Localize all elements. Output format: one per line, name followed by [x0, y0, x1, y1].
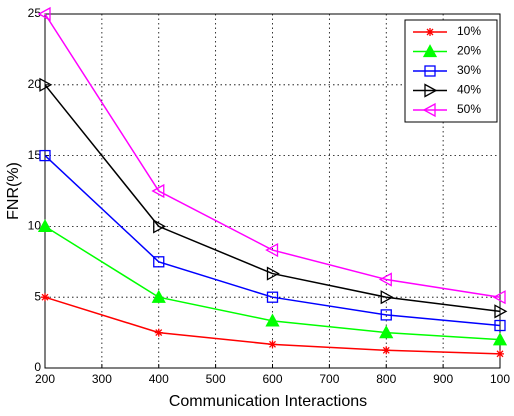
x-tick-label: 500	[206, 372, 226, 386]
x-tick-label: 100	[490, 372, 510, 386]
marker	[39, 77, 53, 92]
y-tick-label: 20	[28, 77, 42, 91]
marker	[151, 289, 166, 303]
marker	[494, 304, 508, 319]
marker	[382, 346, 391, 355]
x-tick-label: 900	[433, 372, 453, 386]
marker	[424, 83, 438, 98]
y-tick-label: 25	[28, 6, 42, 20]
x-tick-label: 200	[35, 372, 55, 386]
legend-label: 20%	[457, 44, 481, 58]
marker	[426, 28, 434, 36]
plot-frame	[44, 13, 501, 369]
x-tick-label: 300	[92, 372, 112, 386]
marker	[41, 293, 49, 302]
marker	[494, 319, 506, 332]
x-axis-label: Communication Interactions	[169, 393, 367, 410]
marker	[266, 266, 280, 281]
marker	[151, 183, 165, 199]
legend-label: 30%	[457, 63, 481, 77]
marker	[265, 242, 279, 258]
marker	[380, 309, 392, 321]
marker	[378, 272, 392, 287]
marker	[379, 325, 394, 339]
marker	[266, 291, 279, 303]
x-tick-label: 700	[319, 372, 339, 386]
series-line	[44, 13, 501, 298]
marker	[153, 219, 167, 234]
y-tick-label: 10	[28, 219, 42, 233]
series-line	[44, 84, 501, 313]
marker	[37, 219, 53, 233]
y-tick-label: 15	[28, 148, 42, 162]
marker	[153, 256, 165, 268]
marker	[424, 65, 436, 77]
marker	[496, 349, 504, 358]
marker	[492, 332, 508, 346]
legend-label: 40%	[457, 83, 481, 97]
legend-label: 10%	[457, 24, 481, 38]
legend-label: 50%	[457, 102, 481, 116]
marker	[422, 102, 436, 118]
marker	[39, 149, 51, 162]
x-tick-label: 600	[262, 372, 282, 386]
series-line	[44, 155, 501, 327]
marker	[380, 290, 394, 305]
marker	[154, 328, 163, 337]
marker	[422, 44, 438, 58]
x-tick-label: 800	[376, 372, 396, 386]
y-axis-label: FNR(%)	[5, 162, 22, 220]
y-tick-label: 0	[34, 360, 41, 374]
marker	[268, 340, 277, 349]
y-tick-label: 5	[34, 289, 41, 303]
marker	[492, 290, 506, 305]
x-tick-label: 400	[149, 372, 169, 386]
marker	[37, 6, 51, 22]
marker	[265, 313, 280, 327]
